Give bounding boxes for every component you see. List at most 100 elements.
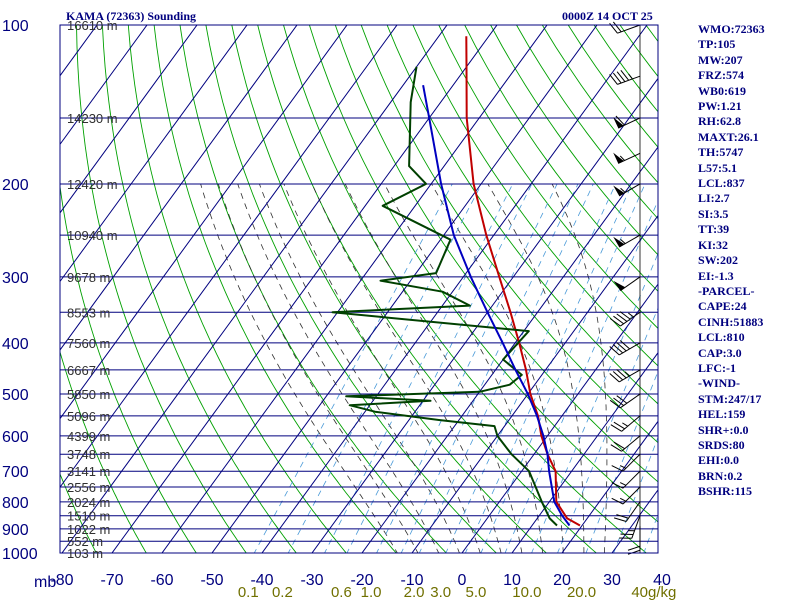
isotherm xyxy=(411,214,658,553)
wind-barb xyxy=(609,70,641,85)
pressure-tick-label: 600 xyxy=(2,429,29,446)
sounding-index: EHI:0.0 xyxy=(698,453,740,468)
mixing-ratio-label: 10.0 xyxy=(512,584,541,600)
moist-adiabat xyxy=(384,183,544,553)
mixing-ratio-line xyxy=(418,183,594,553)
wind-barb xyxy=(611,486,641,505)
isotherm xyxy=(60,25,148,146)
pressure-tick-label: 900 xyxy=(2,522,29,539)
sounding-index: LFC:-1 xyxy=(698,360,736,375)
height-label: 7560 m xyxy=(67,336,110,351)
dry-adiabat xyxy=(541,25,658,184)
pressure-tick-label: 400 xyxy=(2,336,29,353)
isotherm xyxy=(60,25,248,283)
sounding-index: EI:-1.3 xyxy=(698,268,734,283)
isotherm xyxy=(561,420,658,553)
sounding-index: HEL:159 xyxy=(698,407,746,422)
mixing-ratio-line xyxy=(531,252,658,553)
mixing-ratio-line xyxy=(613,436,658,553)
mixing-ratio-unit: g/kg xyxy=(648,584,676,600)
mixing-ratio-label: 20.0 xyxy=(567,584,596,600)
mixing-ratio-line xyxy=(557,307,658,553)
wind-barb xyxy=(611,470,641,489)
mixing-ratio-label: 0.1 xyxy=(238,584,259,600)
isotherm xyxy=(60,25,198,214)
sounding-index: SRDS:80 xyxy=(698,437,745,452)
isotherm xyxy=(654,13,800,564)
height-label: 1022 m xyxy=(67,522,110,537)
sounding-index: WMO:72363 xyxy=(698,22,765,36)
chart-title: KAMA (72363) Sounding xyxy=(66,9,197,23)
height-label: 14230 m xyxy=(67,111,118,126)
mixing-ratio-line xyxy=(585,370,658,553)
sounding-index: TT:39 xyxy=(698,222,730,237)
trace-layer xyxy=(331,36,581,527)
sounding-index: MAXT:26.1 xyxy=(698,129,759,144)
height-label: 2556 m xyxy=(67,480,110,495)
dry-adiabat xyxy=(672,25,800,564)
sounding-index: -WIND- xyxy=(698,376,740,391)
dry-adiabat xyxy=(464,25,658,292)
sounding-index: L57:5.1 xyxy=(698,160,737,175)
temperature-tick-label: -70 xyxy=(100,572,123,589)
height-label: 9678 m xyxy=(67,270,110,285)
grid-layer xyxy=(60,13,800,564)
mixing-ratio-line xyxy=(504,199,658,553)
dry-adiabat xyxy=(60,183,197,553)
mixing-ratio-label: 2.0 xyxy=(404,584,425,600)
pressure-tick-label: 700 xyxy=(2,464,29,481)
isotherm xyxy=(60,25,398,489)
height-label: 5850 m xyxy=(67,387,110,402)
isotherm xyxy=(611,489,658,553)
temperature-tick-label: 0 xyxy=(458,572,467,589)
temperature-tick-label: -20 xyxy=(350,572,373,589)
sounding-index: SHR+:0.0 xyxy=(698,422,749,437)
moist-adiabat xyxy=(237,183,440,553)
wind-barb xyxy=(611,453,641,472)
wind-barb xyxy=(609,340,641,356)
dry-adiabat xyxy=(127,25,347,553)
wind-barb xyxy=(619,515,641,539)
height-label: 3748 m xyxy=(67,447,110,462)
mixing-ratio-label: 1.0 xyxy=(361,584,382,600)
pressure-tick-label: 200 xyxy=(2,177,29,194)
pressure-tick-label: 300 xyxy=(2,270,29,287)
moist-adiabat xyxy=(217,183,419,553)
sounding-index: LI:2.7 xyxy=(698,191,730,206)
temperature-tick-label: -10 xyxy=(400,572,423,589)
sounding-index: SI:3.5 xyxy=(698,206,729,221)
mixing-ratio-line xyxy=(464,183,633,553)
dry-adiabat xyxy=(257,25,597,553)
dry-adiabat xyxy=(334,25,658,483)
sounding-index: STM:247/17 xyxy=(698,391,762,406)
sounding-indices-panel: WMO:72363 TP:105 MW:207 FRZ:574 WB0:619 PW:1.… xyxy=(698,22,765,500)
plot-frame xyxy=(59,24,659,554)
mixing-ratio-line xyxy=(324,183,514,553)
height-label: 6667 m xyxy=(67,363,110,378)
height-label: 10940 m xyxy=(67,228,118,243)
wind-barb xyxy=(613,115,641,129)
isotherm xyxy=(311,77,658,553)
temperature-tick-label: -30 xyxy=(300,572,323,589)
mixing-ratio-line xyxy=(253,183,453,553)
sounding-index: CAP:3.0 xyxy=(698,345,742,360)
moist-adiabat xyxy=(551,183,608,553)
isotherm xyxy=(60,25,348,420)
height-label: 4399 m xyxy=(67,429,110,444)
isotherm xyxy=(111,25,498,553)
wind-barb xyxy=(610,415,641,432)
mixing-ratio-line xyxy=(400,183,579,553)
dry-adiabat xyxy=(412,25,658,367)
height-label: 12420 m xyxy=(67,177,118,192)
temperature-tick-label: 30 xyxy=(603,572,621,589)
height-label: 8553 m xyxy=(67,305,110,320)
mixing-ratio-label: 5.0 xyxy=(465,584,486,600)
isotherm xyxy=(461,283,658,553)
mixing-ratio-line xyxy=(376,183,558,553)
mixing-ratio-label: 0.6 xyxy=(331,584,352,600)
wind-barb xyxy=(613,501,641,522)
dry-adiabat xyxy=(749,25,800,564)
pressure-tick-label: 100 xyxy=(2,18,29,35)
mixing-ratio-label: 3.0 xyxy=(430,584,451,600)
